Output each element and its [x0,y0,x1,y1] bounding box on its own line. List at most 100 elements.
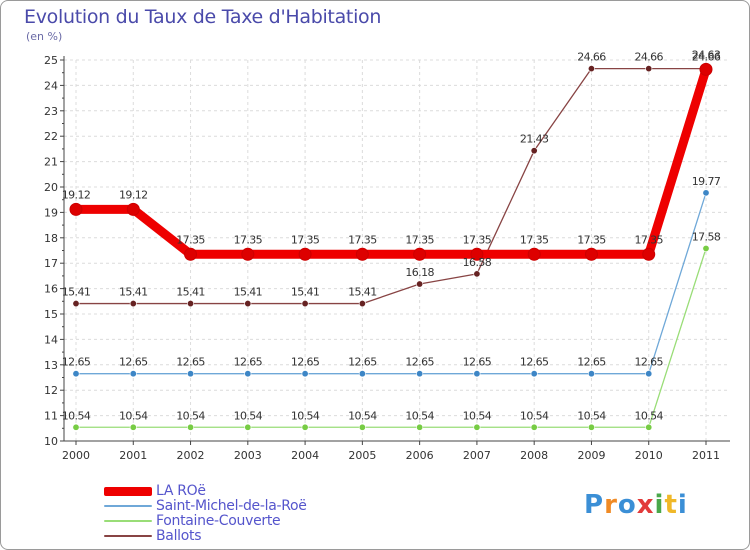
data-point [358,370,366,378]
x-tick-label: 2009 [577,449,605,462]
y-tick-label: 18 [44,232,58,245]
x-tick-label: 2002 [177,449,205,462]
data-point [527,247,541,261]
data-label: 10.54 [291,409,320,422]
data-label: 21.43 [520,133,549,146]
data-point [416,280,424,288]
logo-letter: o [617,490,637,520]
data-label: 10.54 [234,409,263,422]
y-tick-label: 23 [44,105,58,118]
data-point [187,370,195,378]
logo-letter: i [654,490,665,520]
data-label: 17.35 [176,233,205,246]
data-point [530,370,538,378]
data-point [244,370,252,378]
data-point [702,244,710,252]
data-label: 15.41 [234,286,263,299]
data-label: 15.41 [119,286,148,299]
x-tick-label: 2007 [463,449,491,462]
data-point [126,202,140,216]
data-point [184,247,198,261]
data-point [72,423,80,431]
data-point [642,247,656,261]
legend-label: Saint-Michel-de-la-Roë [156,498,307,514]
legend-item: LA ROë [104,483,206,499]
data-label: 12.65 [520,356,549,369]
y-tick-label: 17 [44,257,58,270]
data-label: 17.35 [520,233,549,246]
chart-title: Evolution du Taux de Taxe d'Habitation [24,6,382,28]
data-label: 10.54 [348,409,377,422]
data-label: 15.41 [62,286,91,299]
data-point [702,189,710,197]
series-line-la-ro- [71,64,711,259]
legend-swatch [104,486,152,496]
logo-letter: P [584,490,605,520]
data-point [187,300,195,308]
x-tick-label: 2000 [62,449,90,462]
y-tick-label: 13 [44,359,58,372]
data-point [587,370,595,378]
data-point [129,300,137,308]
y-tick-label: 24 [44,79,58,92]
y-tick-label: 12 [44,384,58,397]
data-point [187,423,195,431]
y-tick-label: 10 [44,435,58,448]
data-point [69,202,83,216]
data-label: 12.65 [405,356,434,369]
y-tick-label: 21 [44,156,58,169]
data-label: 10.54 [119,409,148,422]
legend-item: Ballots [104,528,202,544]
data-label: 12.65 [119,356,148,369]
data-label-layer: 19.12 19.12 17.35 17.35 17.35 17.35 17.35 17.35… [62,48,722,422]
x-tick-label: 2010 [635,449,663,462]
data-label: 17.35 [405,233,434,246]
data-point [530,147,538,155]
data-label: 17.35 [291,233,320,246]
y-tick-label: 15 [44,308,58,321]
data-label: 10.54 [577,409,606,422]
data-label: 17.35 [634,233,663,246]
data-label: 15.41 [176,286,205,299]
logo-letter: r [604,490,618,520]
data-label: 12.65 [463,356,492,369]
data-label: 24.66 [577,51,606,64]
data-point [129,423,137,431]
data-label: 12.65 [348,356,377,369]
data-label: 12.65 [62,356,91,369]
data-label: 10.54 [62,409,91,422]
data-label: 17.35 [348,233,377,246]
data-point [645,370,653,378]
axis-layer: 10 11 12 13 14 15 16 17 18 19 20 21 22 23 24 25 2000 2001… [44,54,730,462]
data-label: 16.58 [463,256,492,269]
data-label: 12.65 [176,356,205,369]
data-label: 19.12 [119,188,148,201]
proxiti-logo: Proxiti [584,490,688,520]
data-point [587,65,595,73]
data-point [530,423,538,431]
y-tick-label: 22 [44,130,58,143]
series-line-fontaine-couverte [75,247,707,428]
x-tick-label: 2003 [234,449,262,462]
y-tick-label: 16 [44,283,58,296]
data-point [298,247,312,261]
data-label: 10.54 [634,409,663,422]
y-tick-label: 19 [44,206,58,219]
data-point [301,300,309,308]
logo-letter: t [664,490,678,520]
legend-label: Fontaine-Couverte [156,513,281,529]
data-point [413,247,427,261]
data-point [645,423,653,431]
data-label: 15.41 [348,286,377,299]
data-point [416,423,424,431]
data-label: 24.63 [692,48,721,61]
series-line-saint-michel-de-la-ro- [75,192,707,375]
data-point [241,247,255,261]
data-label: 17.58 [692,230,721,243]
data-point [355,247,369,261]
data-label: 12.65 [577,356,606,369]
legend-swatch [104,505,152,507]
logo-letter: x [636,490,655,520]
data-label: 17.35 [234,233,263,246]
